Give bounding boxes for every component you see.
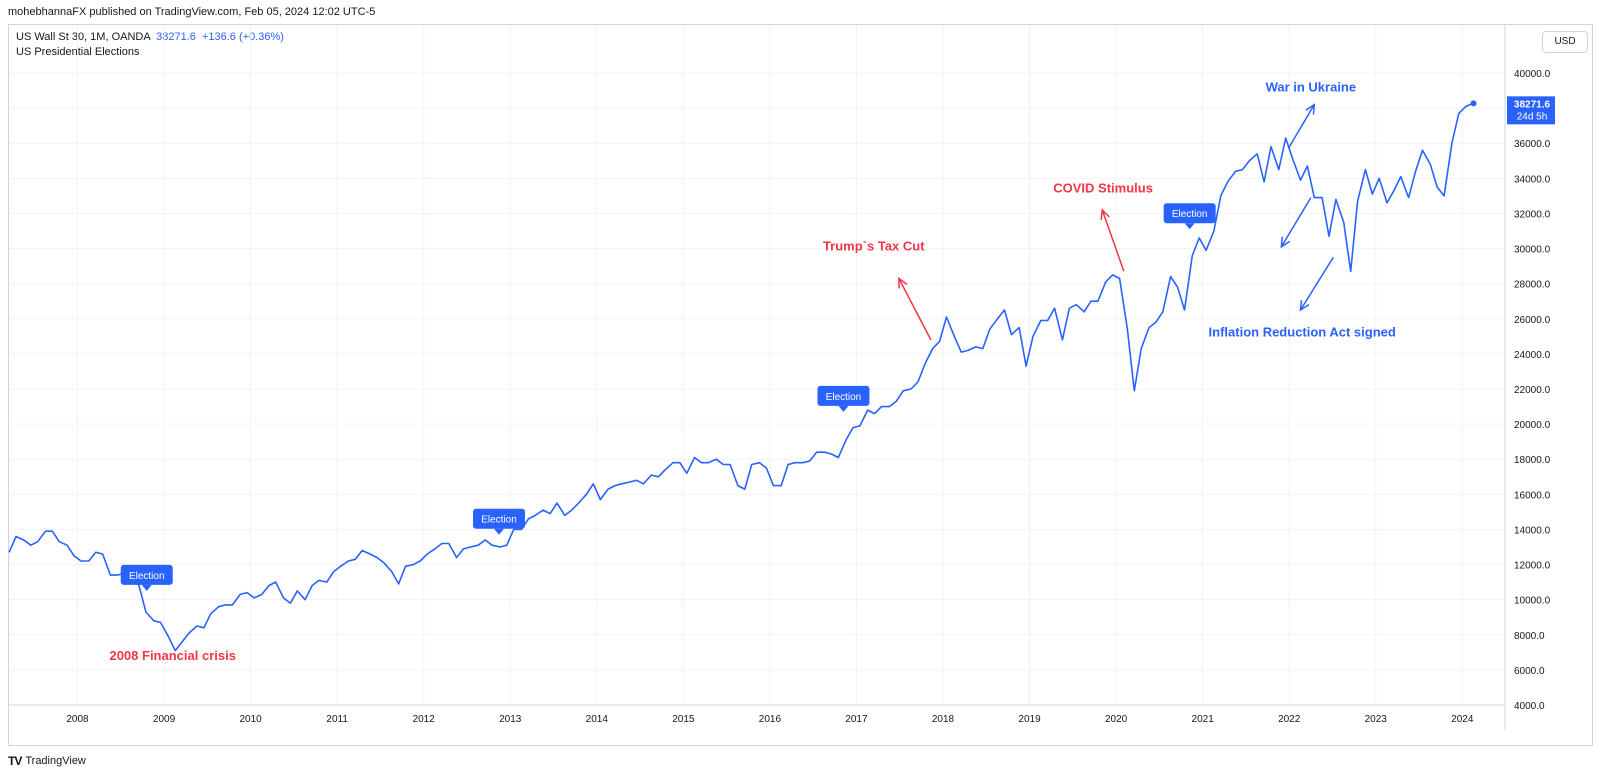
x-tick-label: 2018 xyxy=(932,714,955,725)
x-tick-label: 2008 xyxy=(66,714,89,725)
x-tick-label: 2013 xyxy=(499,714,522,725)
label-box xyxy=(472,508,525,529)
x-tick-label: 2015 xyxy=(672,714,695,725)
y-tick-label: 32000.0 xyxy=(1514,209,1551,220)
arrow-shaft xyxy=(1280,197,1312,248)
y-axis: 4000.0 6000.0 8000.0 10000.0 12000.0 14000.0 1… xyxy=(1514,69,1551,712)
arrow-head xyxy=(1305,103,1316,115)
symbol-line: US Wall St 30, 1M, OANDA 38271.6 +136.6 … xyxy=(16,30,284,45)
arrow-head xyxy=(1100,208,1110,220)
last-price: 38271.6 xyxy=(156,31,196,43)
y-tick-label: 18000.0 xyxy=(1514,455,1551,466)
grid-lines xyxy=(9,25,1506,730)
chart-legend: US Wall St 30, 1M, OANDA 38271.6 +136.6 … xyxy=(16,30,284,60)
y-tick-label: 30000.0 xyxy=(1514,245,1551,256)
arrow-shaft xyxy=(1101,209,1125,272)
brand-name: TradingView xyxy=(25,755,86,767)
tradingview-logo-icon: TV xyxy=(8,754,22,768)
x-tick-label: 2010 xyxy=(239,714,262,725)
symbol-name[interactable]: US Wall St 30, 1M, OANDA xyxy=(16,31,151,43)
y-tick-label: 8000.0 xyxy=(1514,631,1545,642)
series-layer xyxy=(8,102,1474,652)
annotation-texts: 2008 Financial crisis Trump`s Tax Cut COVI… xyxy=(109,79,1395,663)
chart-frame xyxy=(8,24,1593,746)
y-tick-label: 16000.0 xyxy=(1514,490,1551,501)
price-change: +136.6 (+0.36%) xyxy=(201,31,284,43)
footer-brand[interactable]: TV TradingView xyxy=(8,754,86,768)
arrow-shaft xyxy=(1299,256,1334,311)
x-tick-label: 2021 xyxy=(1192,714,1215,725)
label-pointer xyxy=(838,405,849,412)
election-labels: Election Election Election Election xyxy=(120,203,1216,591)
x-tick-label: 2011 xyxy=(326,714,348,725)
label-text: Election xyxy=(1172,209,1208,220)
x-tick-label: 2017 xyxy=(845,714,868,725)
annotation-arrow xyxy=(1100,208,1125,272)
x-axis: 2008 2009 2010 2011 2012 2013 2014 2015 2016 2017… xyxy=(66,714,1473,725)
annotation-arrow xyxy=(1299,256,1334,312)
arrow-shaft xyxy=(898,278,932,341)
arrow-head xyxy=(1280,236,1291,249)
x-tick-label: 2020 xyxy=(1105,714,1128,725)
x-tick-label: 2012 xyxy=(413,714,436,725)
y-tick-label: 24000.0 xyxy=(1514,350,1551,361)
annotation-arrow xyxy=(1287,103,1316,149)
label-pointer xyxy=(493,528,504,535)
label-pointer xyxy=(141,584,152,591)
label-box xyxy=(120,564,173,585)
y-tick-label: 36000.0 xyxy=(1514,139,1551,150)
annotation-text: 2008 Financial crisis xyxy=(109,648,235,663)
last-value-countdown: 24d 5h xyxy=(1517,111,1548,122)
annotation-arrow xyxy=(1280,197,1312,249)
arrow-head xyxy=(898,276,908,289)
x-tick-label: 2024 xyxy=(1451,714,1474,725)
y-tick-label: 22000.0 xyxy=(1514,385,1551,396)
label-text: Election xyxy=(826,392,862,403)
last-value-box xyxy=(1507,96,1555,125)
y-tick-label: 34000.0 xyxy=(1514,174,1551,185)
last-point xyxy=(1470,100,1477,107)
y-tick-label: 26000.0 xyxy=(1514,315,1551,326)
annotation-text: Trump`s Tax Cut xyxy=(823,238,925,253)
label-text: Election xyxy=(129,571,165,582)
x-tick-label: 2014 xyxy=(586,714,609,725)
price-line xyxy=(8,102,1474,652)
x-tick-label: 2022 xyxy=(1278,714,1301,725)
y-tick-label: 4000.0 xyxy=(1514,701,1545,712)
annotation-arrow xyxy=(898,276,932,341)
y-tick-label: 20000.0 xyxy=(1514,420,1551,431)
last-value-price: 38271.6 xyxy=(1514,99,1551,110)
arrow-head xyxy=(1299,299,1310,312)
election-label: Election xyxy=(817,385,870,412)
election-label: Election xyxy=(472,508,525,535)
annotation-arrows xyxy=(898,103,1334,341)
y-tick-label: 6000.0 xyxy=(1514,666,1545,677)
label-box xyxy=(1163,203,1216,224)
publisher-caption: mohebhannaFX published on TradingView.co… xyxy=(8,6,376,18)
election-label: Election xyxy=(120,564,173,591)
arrow-shaft xyxy=(1287,104,1315,149)
x-tick-label: 2009 xyxy=(153,714,176,725)
currency-button[interactable]: USD xyxy=(1542,31,1588,53)
x-tick-label: 2016 xyxy=(759,714,782,725)
y-tick-label: 14000.0 xyxy=(1514,525,1551,536)
y-tick-label: 10000.0 xyxy=(1514,596,1551,607)
annotation-text: War in Ukraine xyxy=(1266,79,1357,94)
x-tick-label: 2023 xyxy=(1365,714,1388,725)
y-tick-label: 40000.0 xyxy=(1514,69,1551,80)
annotation-text: COVID Stimulus xyxy=(1053,180,1153,195)
x-tick-label: 2019 xyxy=(1018,714,1041,725)
election-label: Election xyxy=(1163,203,1216,230)
y-tick-label: 12000.0 xyxy=(1514,561,1551,572)
annotation-text: Inflation Reduction Act signed xyxy=(1209,324,1396,339)
label-text: Election xyxy=(481,515,517,526)
label-pointer xyxy=(1184,223,1195,230)
label-box xyxy=(817,385,870,406)
y-tick-label: 28000.0 xyxy=(1514,280,1551,291)
